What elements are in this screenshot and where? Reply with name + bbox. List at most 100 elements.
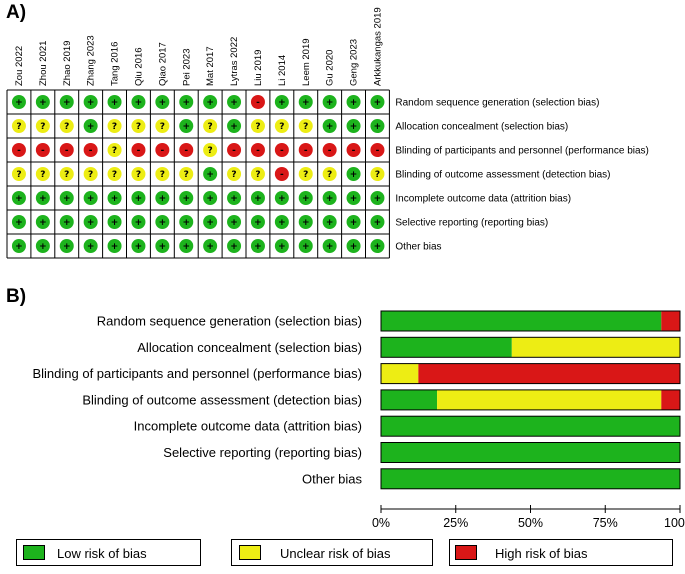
judgement-unclear	[250, 167, 265, 181]
judgement-symbol: ?	[303, 170, 308, 180]
judgement-low	[298, 239, 313, 253]
bar-segment-high	[418, 363, 680, 384]
judgement-low	[322, 95, 337, 109]
judgement-symbol: +	[87, 98, 95, 108]
judgement-low	[346, 95, 361, 109]
judgement-unclear	[107, 167, 122, 181]
study-label: Zou 2022	[14, 46, 25, 86]
judgement-symbol: ?	[40, 170, 45, 180]
judgement-unclear	[59, 119, 74, 133]
judgement-symbol: +	[254, 242, 262, 252]
judgement-symbol: +	[39, 242, 47, 252]
judgement-low	[59, 215, 74, 229]
judgement-symbol: +	[63, 194, 71, 204]
legend-swatch-high	[455, 545, 477, 560]
judgement-low	[370, 191, 385, 205]
study-label: Tang 2016	[110, 42, 121, 86]
judgement-low	[83, 119, 98, 133]
judgement-low	[274, 95, 289, 109]
judgement-symbol: +	[350, 98, 358, 108]
judgement-symbol: +	[206, 194, 214, 204]
judgement-symbol: +	[350, 170, 358, 180]
judgement-symbol: -	[89, 146, 93, 156]
domain-label: Random sequence generation (selection bi…	[395, 98, 599, 109]
judgement-unclear	[131, 119, 146, 133]
study-label: Geng 2023	[349, 39, 360, 86]
judgement-low	[59, 95, 74, 109]
judgement-symbol: ?	[40, 122, 45, 132]
study-label: Pei 2023	[181, 48, 192, 86]
judgement-symbol: +	[374, 218, 382, 228]
judgement-symbol: ?	[16, 122, 21, 132]
judgement-low	[322, 239, 337, 253]
panel-b-label: B)	[6, 286, 27, 307]
judgement-low	[346, 119, 361, 133]
judgement-symbol: +	[182, 242, 190, 252]
judgement-low	[370, 95, 385, 109]
bar-segment-unclear	[437, 389, 662, 410]
category-label: Allocation concealment (selection bias)	[137, 340, 362, 355]
judgement-low	[298, 191, 313, 205]
bar-segment-unclear	[511, 337, 680, 358]
judgement-symbol: -	[17, 146, 21, 156]
judgement-symbol: +	[39, 194, 47, 204]
legend-label-high: High risk of bias	[495, 546, 588, 561]
study-label: Zhao 2019	[62, 41, 73, 86]
judgement-low	[346, 191, 361, 205]
judgement-symbol: -	[137, 146, 141, 156]
judgement-symbol: +	[278, 194, 286, 204]
judgement-high	[322, 143, 337, 157]
judgement-symbol: +	[15, 194, 23, 204]
judgement-symbol: ?	[208, 146, 213, 156]
judgement-symbol: ?	[136, 122, 141, 132]
bar-segment-low	[381, 442, 680, 463]
judgement-symbol: +	[374, 122, 382, 132]
judgement-low	[298, 95, 313, 109]
judgement-low	[179, 119, 194, 133]
legend-item-high: High risk of bias	[449, 539, 673, 566]
judgement-low	[370, 119, 385, 133]
judgement-unclear	[203, 143, 218, 157]
judgement-symbol: -	[256, 146, 260, 156]
judgement-low	[11, 239, 26, 253]
judgement-symbol: +	[374, 194, 382, 204]
judgement-low	[274, 191, 289, 205]
category-label: Blinding of participants and personnel (…	[32, 366, 362, 381]
judgement-low	[59, 239, 74, 253]
bar-segment-low	[381, 468, 680, 489]
judgement-symbol: ?	[160, 170, 165, 180]
judgement-high	[83, 143, 98, 157]
judgement-low	[322, 215, 337, 229]
judgement-low	[131, 95, 146, 109]
bar-segment-unclear	[381, 363, 419, 384]
judgement-symbol: ?	[136, 170, 141, 180]
judgement-symbol: ?	[327, 170, 332, 180]
judgement-symbol: +	[135, 242, 143, 252]
category-label: Selective reporting (reporting bias)	[163, 445, 362, 460]
judgement-symbol: ?	[184, 170, 189, 180]
judgement-unclear	[298, 119, 313, 133]
judgement-symbol: +	[350, 194, 358, 204]
judgement-low	[250, 239, 265, 253]
judgement-unclear	[11, 167, 26, 181]
judgement-symbol: +	[87, 194, 95, 204]
judgement-symbol: +	[326, 242, 334, 252]
risk-of-bias-summary-chart: Zou 2022 Zhou 2021 Zhao 2019 Zhang 2023 Tang…	[6, 7, 649, 259]
judgement-high	[227, 143, 242, 157]
judgement-symbol: +	[326, 98, 334, 108]
judgement-symbol: +	[63, 242, 71, 252]
judgement-symbol: +	[111, 98, 119, 108]
study-label: Gu 2020	[325, 50, 336, 86]
study-label: Lytras 2022	[229, 37, 240, 86]
judgement-symbol: +	[374, 242, 382, 252]
judgement-low	[203, 191, 218, 205]
study-label: Arkkukangas 2019	[372, 7, 383, 86]
judgement-unclear	[155, 119, 170, 133]
judgement-unclear	[155, 167, 170, 181]
judgement-high	[11, 143, 26, 157]
judgement-symbol: +	[15, 218, 23, 228]
judgement-low	[131, 191, 146, 205]
judgement-low	[179, 95, 194, 109]
judgement-low	[227, 239, 242, 253]
judgement-low	[179, 215, 194, 229]
